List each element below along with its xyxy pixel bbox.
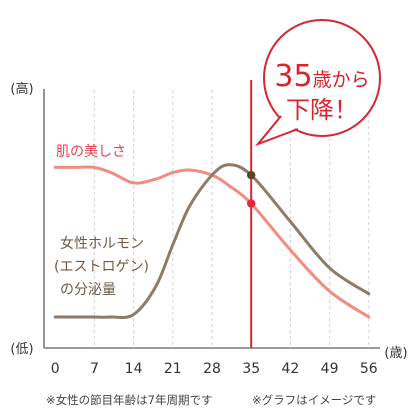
x-tick-label-42: 42 bbox=[281, 361, 299, 377]
x-tick-label-7: 7 bbox=[90, 361, 99, 377]
series-label-estrogen-line-3: の分泌量 bbox=[60, 282, 116, 298]
y-axis-high-label: (高) bbox=[10, 81, 33, 97]
callout-circle bbox=[263, 19, 381, 137]
callout-line-2: 下降！ bbox=[286, 96, 358, 124]
x-tick-label-0: 0 bbox=[51, 361, 60, 377]
callout-pointer-fill bbox=[258, 114, 299, 144]
series-line-skin-beauty bbox=[53, 165, 371, 319]
marker-estrogen-35 bbox=[247, 170, 256, 180]
grid-layer bbox=[93, 90, 370, 348]
x-tick-label-28: 28 bbox=[203, 361, 221, 377]
x-tick-label-56: 56 bbox=[360, 361, 378, 377]
x-axis-unit-label: (歳) bbox=[384, 346, 407, 361]
series-layer bbox=[53, 163, 371, 320]
x-tick-label-14: 14 bbox=[125, 361, 143, 377]
series-label-skin-beauty: 肌の美しさ bbox=[56, 144, 126, 160]
callout-age: 35 bbox=[274, 59, 312, 94]
x-tick-label-21: 21 bbox=[164, 361, 182, 377]
x-tick-labels: 0 7 14 21 28 35 42 49 56 bbox=[51, 361, 378, 377]
callout-age-suffix: 歳から bbox=[313, 69, 370, 91]
y-axis-low-label: (低) bbox=[10, 342, 33, 357]
series-label-estrogen-line-1: 女性ホルモン bbox=[60, 235, 144, 252]
callout-line-1: 35歳から bbox=[274, 59, 369, 94]
callout-bubble: 35歳から 下降！ bbox=[254, 19, 381, 147]
x-tick-label-49: 49 bbox=[321, 361, 339, 377]
callout-pointer bbox=[254, 115, 299, 147]
marker-layer bbox=[247, 170, 256, 208]
series-label-estrogen-line-2: (エストロゲン) bbox=[54, 259, 149, 275]
series-label-estrogen: 女性ホルモン (エストロゲン) の分泌量 bbox=[54, 235, 153, 298]
footnote-cycle: ※女性の節目年齢は7年周期です bbox=[46, 393, 212, 407]
series-line-estrogen bbox=[53, 163, 371, 320]
marker-skin-beauty-35 bbox=[247, 199, 256, 208]
x-tick-label-35: 35 bbox=[242, 361, 260, 377]
footnote-image-only: ※グラフはイメージです bbox=[252, 393, 376, 407]
